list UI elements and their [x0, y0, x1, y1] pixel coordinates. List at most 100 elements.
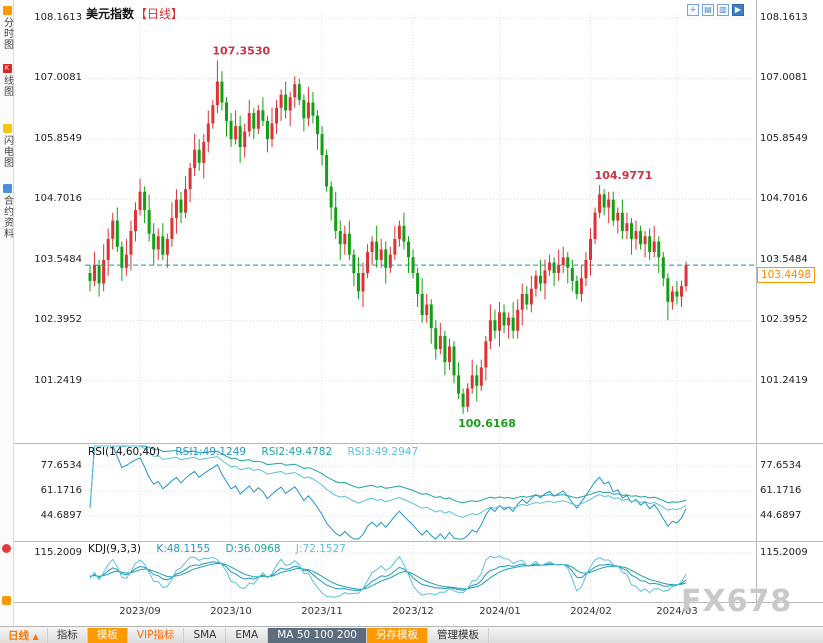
candle-body [238, 126, 242, 148]
candle-body [174, 199, 178, 218]
candle-body [188, 168, 192, 190]
kline-chart-icon: K [2, 64, 12, 73]
rsi-title: RSI(14,60,40) [88, 446, 161, 458]
candle-body [97, 265, 101, 284]
kdj-title: KDJ(9,3,3) [88, 543, 141, 555]
candle-body [534, 275, 538, 289]
candle-body [311, 102, 315, 116]
contract-doc-icon [2, 184, 12, 193]
candle-body [648, 236, 652, 253]
sidebar-tab-time-chart[interactable]: 分时图 [0, 6, 14, 50]
candle-body [156, 236, 160, 250]
sidebar-tab-label: 闪电图 [1, 135, 13, 168]
candle-body [652, 241, 656, 253]
candle-body [452, 346, 456, 376]
candle-body [234, 126, 238, 140]
sidebar-tab-flash-chart[interactable]: 闪电图 [0, 124, 14, 168]
candle-body [666, 278, 670, 302]
candle-body [634, 231, 638, 239]
candle-body [579, 278, 583, 295]
crosshair-icon[interactable]: + [687, 4, 699, 16]
kdj-header: KDJ(9,3,3) K:48.1155 D:36.0968 J:72.1527 [88, 543, 358, 555]
ema-button[interactable]: EMA [226, 627, 269, 643]
candle-body [124, 254, 128, 268]
period-tag: 【日线】 [135, 7, 184, 21]
candle-body [498, 312, 501, 331]
candlestick-chart[interactable]: 107.3530 104.9771 100.6168 [0, 0, 823, 605]
toolbar-items: 指标 模板 VIP指标 SMA EMA MA 50 100 200 另存模板 管理模板 [46, 627, 489, 643]
time-chart-icon [2, 6, 12, 15]
tool-marker-icon[interactable] [2, 596, 11, 605]
candle-body [507, 317, 511, 326]
candle-body [320, 134, 324, 155]
candle-body [447, 346, 451, 363]
panel-columns-icon[interactable]: ▥ [717, 4, 729, 16]
candle-body [179, 199, 183, 213]
candle-body [106, 238, 110, 260]
candle-body [616, 212, 620, 221]
candle-body [670, 291, 674, 302]
candle-body [138, 191, 142, 211]
panel-grid-icon[interactable]: ▤ [702, 4, 714, 16]
candle-body [161, 236, 165, 255]
candle-body [425, 304, 429, 315]
expand-icon[interactable]: ▶ [732, 4, 744, 16]
sidebar-tab-label: 分时图 [1, 17, 13, 50]
x-axis-tick: 2023/12 [392, 606, 434, 617]
chevron-up-icon: ▲ [32, 631, 39, 641]
candle-body [220, 81, 224, 103]
sidebar-tab-contract-info[interactable]: 合约资料 [0, 184, 14, 239]
sidebar-tab-kline-chart[interactable]: K 线图 [0, 64, 14, 97]
record-dot-icon[interactable] [2, 544, 11, 553]
x-axis-tick: 2024/02 [570, 606, 612, 617]
candle-body [566, 257, 570, 268]
period-selector[interactable]: 日线 ▲ [0, 628, 47, 643]
candle-body [252, 113, 256, 129]
kdj-j-line [89, 555, 687, 598]
candle-body [325, 154, 329, 187]
candle-body [343, 233, 347, 245]
candle-body [111, 220, 115, 239]
symbol-name: 美元指数 [86, 7, 135, 21]
candle-body [279, 94, 283, 108]
candle-body [306, 102, 310, 119]
candle-body [384, 249, 388, 268]
manage-template-button[interactable]: 管理模板 [428, 627, 489, 643]
ma-periods-button[interactable]: MA 50 100 200 [268, 627, 367, 643]
candle-body [170, 217, 174, 239]
candle-body [675, 291, 679, 297]
candle-body [438, 335, 442, 350]
chart-toolbar-icons: + ▤ ▥ ▶ [687, 4, 744, 16]
candle-body [611, 199, 615, 221]
candle-body [152, 233, 156, 250]
candle-body [338, 231, 342, 245]
candle-body [575, 280, 579, 295]
price-annotation: 104.9771 [595, 169, 653, 182]
candle-body [548, 262, 552, 271]
candle-body [639, 231, 643, 245]
candle-body [643, 236, 647, 245]
candle-body [275, 107, 279, 124]
candle-body [657, 241, 661, 258]
candle-body [265, 120, 269, 140]
candle-body [206, 123, 210, 142]
template-button[interactable]: 模板 [87, 627, 128, 643]
sidebar-tab-label: 合约资料 [1, 195, 13, 239]
save-template-button[interactable]: 另存模板 [366, 627, 428, 643]
candle-body [538, 275, 542, 284]
chart-title: 美元指数【日线】 [86, 5, 183, 22]
indicators-button[interactable]: 指标 [46, 627, 88, 643]
rsi3-readout: RSI3:49.2947 [347, 446, 419, 458]
sma-button[interactable]: SMA [184, 627, 227, 643]
candle-body [366, 252, 370, 274]
lightning-icon [2, 124, 12, 133]
candle-body [407, 241, 410, 258]
candle-body [243, 131, 247, 148]
vip-indicators-button[interactable]: VIP指标 [128, 627, 185, 643]
candle-body [297, 84, 301, 100]
candle-body [570, 267, 574, 281]
candle-body [529, 288, 533, 305]
rsi3-line [89, 445, 687, 518]
candle-body [147, 210, 151, 234]
rsi1-readout: RSI1:49.1249 [175, 446, 247, 458]
